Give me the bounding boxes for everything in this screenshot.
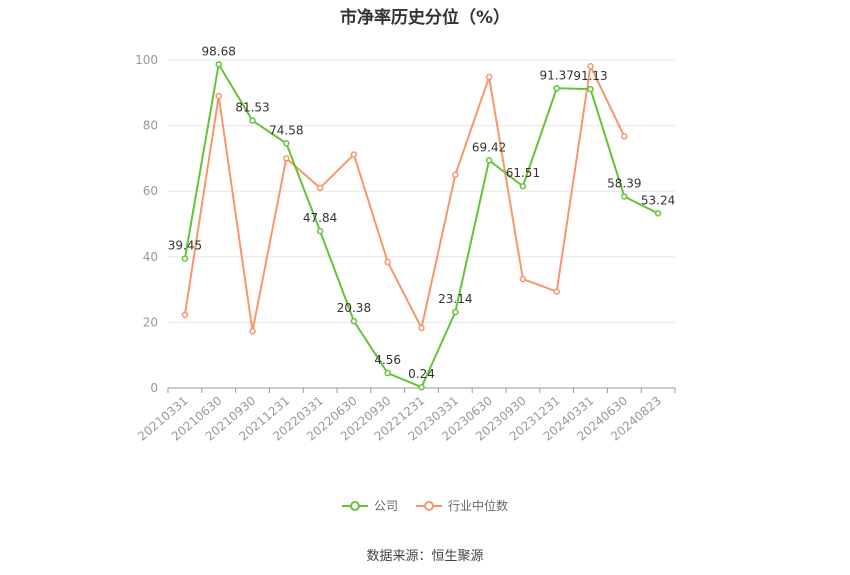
company-point — [621, 193, 628, 200]
company-data-label: 53.24 — [641, 193, 675, 207]
company-point — [181, 255, 189, 262]
company-point — [316, 227, 324, 235]
series — [181, 61, 662, 391]
company-data-label: 58.39 — [607, 176, 641, 190]
company-point — [283, 140, 290, 147]
y-tick-label: 80 — [143, 119, 158, 133]
industry-median-point — [452, 171, 459, 179]
legend: 公司 行业中位数 — [0, 497, 850, 514]
company-point — [587, 85, 594, 93]
legend-swatch-industry-median — [416, 500, 442, 512]
company-data-label: 74.58 — [269, 123, 303, 137]
industry-median-point — [384, 258, 391, 266]
company-point — [485, 157, 493, 164]
legend-item-company[interactable]: 公司 — [341, 497, 398, 514]
chart-title: 市净率历史分位（%） — [339, 8, 511, 28]
company-point — [654, 210, 662, 217]
source-note: 数据来源：恒生聚源 — [366, 549, 484, 564]
company-data-label: 91.13 — [573, 69, 607, 83]
company-point — [249, 117, 256, 124]
company-data-label: 23.14 — [438, 292, 472, 306]
company-point — [384, 369, 391, 377]
company-data-label: 0.24 — [408, 367, 435, 381]
company-data-label: 20.38 — [337, 301, 371, 315]
legend-label-company: 公司 — [373, 499, 398, 513]
company-data-label: 39.45 — [168, 239, 202, 253]
industry-median-point — [587, 62, 594, 70]
company-point — [350, 317, 358, 325]
company-data-label: 81.53 — [235, 101, 269, 115]
company-data-label: 98.68 — [202, 44, 236, 58]
y-tick-label: 0 — [150, 381, 158, 395]
gridlines — [168, 59, 675, 323]
industry-median-line — [183, 65, 626, 333]
industry-median-point — [316, 184, 324, 192]
company-point — [215, 61, 222, 68]
legend-label-industry-median: 行业中位数 — [448, 499, 509, 513]
company-data-label: 61.51 — [506, 166, 540, 180]
industry-median-point — [181, 311, 189, 319]
company-point — [452, 308, 459, 316]
industry-median-point — [621, 133, 628, 140]
industry-median-point — [418, 324, 425, 332]
y-tick-label: 60 — [143, 184, 158, 198]
company-data-label: 91.37 — [540, 68, 574, 82]
company-point — [519, 182, 527, 190]
industry-median-point — [485, 73, 493, 81]
company-data-label: 47.84 — [303, 211, 337, 225]
industry-median-point — [249, 328, 256, 335]
company-point — [418, 383, 425, 391]
legend-item-industry-median[interactable]: 行业中位数 — [416, 497, 508, 514]
industry-median-point — [283, 155, 290, 162]
industry-median-point — [553, 288, 560, 295]
company-data-label: 4.56 — [374, 353, 401, 367]
industry-median-point — [350, 151, 358, 158]
y-tick-label: 40 — [143, 250, 158, 264]
y-tick-label: 20 — [143, 315, 158, 329]
company-data-label: 69.42 — [472, 140, 506, 154]
legend-swatch-company — [341, 500, 368, 512]
industry-median-point — [519, 275, 527, 283]
company-point — [553, 85, 560, 92]
industry-median-point — [215, 92, 222, 100]
y-tick-label: 100 — [135, 53, 158, 67]
